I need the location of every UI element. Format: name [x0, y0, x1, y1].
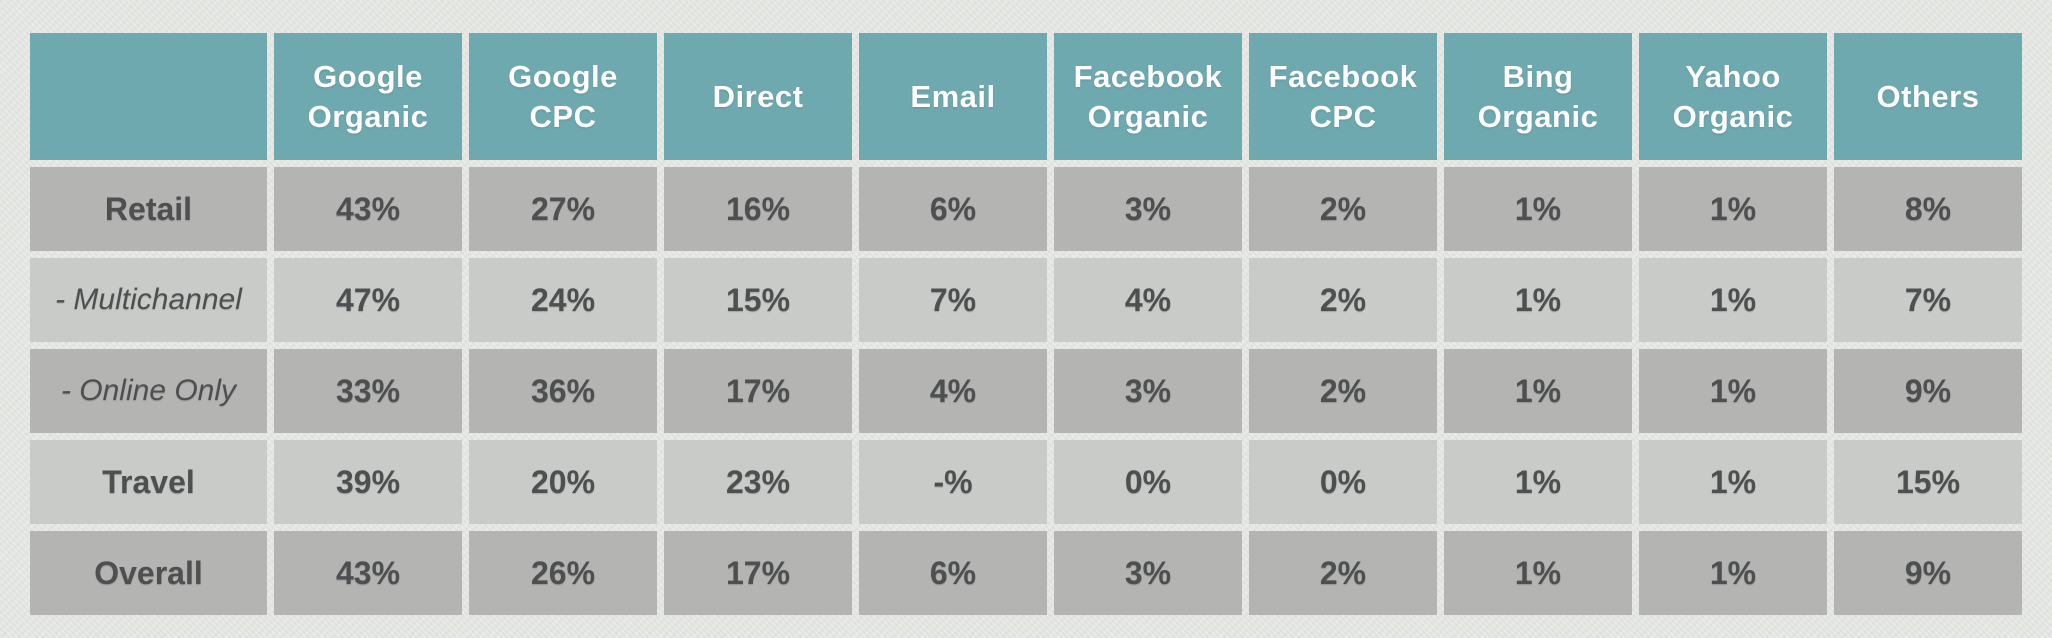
- table-cell: 1%: [1639, 531, 1827, 615]
- table-cell: 20%: [469, 440, 657, 524]
- table-cell: 6%: [859, 531, 1047, 615]
- table-cell: 26%: [469, 531, 657, 615]
- table-cell: 39%: [274, 440, 462, 524]
- table-cell: 47%: [274, 258, 462, 342]
- row-label-overall: Overall: [30, 531, 267, 615]
- table-cell: 16%: [664, 167, 852, 251]
- table-cell: 3%: [1054, 531, 1242, 615]
- table-cell: 1%: [1639, 167, 1827, 251]
- table-cell: 0%: [1054, 440, 1242, 524]
- table-cell: 1%: [1444, 258, 1632, 342]
- column-header-yahoo-organic: Yahoo Organic: [1639, 33, 1827, 160]
- table-cell: 3%: [1054, 349, 1242, 433]
- table-cell: 27%: [469, 167, 657, 251]
- column-header-bing-organic: Bing Organic: [1444, 33, 1632, 160]
- row-label-online-only: - Online Only: [30, 349, 267, 433]
- table-cell: 15%: [664, 258, 852, 342]
- table-cell: 7%: [859, 258, 1047, 342]
- table-cell: 33%: [274, 349, 462, 433]
- row-label-travel: Travel: [30, 440, 267, 524]
- table-cell: 1%: [1639, 258, 1827, 342]
- table-cell: 1%: [1639, 349, 1827, 433]
- table-cell: 1%: [1444, 531, 1632, 615]
- column-header-google-organic: Google Organic: [274, 33, 462, 160]
- table-row-retail: Retail 43% 27% 16% 6% 3% 2% 1% 1% 8%: [30, 167, 2022, 251]
- table-cell: 4%: [1054, 258, 1242, 342]
- table-cell: 9%: [1834, 349, 2022, 433]
- table-cell: 2%: [1249, 349, 1437, 433]
- table-cell: 1%: [1444, 440, 1632, 524]
- table-cell: 23%: [664, 440, 852, 524]
- table-cell: 2%: [1249, 531, 1437, 615]
- column-header-facebook-organic: Facebook Organic: [1054, 33, 1242, 160]
- traffic-sources-table: Google Organic Google CPC Direct Email F…: [23, 26, 2029, 622]
- table-cell: 7%: [1834, 258, 2022, 342]
- table-row-travel: Travel 39% 20% 23% -% 0% 0% 1% 1% 15%: [30, 440, 2022, 524]
- table-cell: 8%: [1834, 167, 2022, 251]
- table-cell: -%: [859, 440, 1047, 524]
- row-label-multichannel: - Multichannel: [30, 258, 267, 342]
- table-cell: 1%: [1444, 349, 1632, 433]
- row-label-retail: Retail: [30, 167, 267, 251]
- table-cell: 17%: [664, 349, 852, 433]
- table-cell: 24%: [469, 258, 657, 342]
- table-cell: 43%: [274, 531, 462, 615]
- column-header-others: Others: [1834, 33, 2022, 160]
- column-header-direct: Direct: [664, 33, 852, 160]
- table-row-online-only: - Online Only 33% 36% 17% 4% 3% 2% 1% 1%…: [30, 349, 2022, 433]
- table-cell: 4%: [859, 349, 1047, 433]
- table-cell: 6%: [859, 167, 1047, 251]
- table-header-row: Google Organic Google CPC Direct Email F…: [30, 33, 2022, 160]
- table-cell: 9%: [1834, 531, 2022, 615]
- table-cell: 43%: [274, 167, 462, 251]
- column-header-facebook-cpc: Facebook CPC: [1249, 33, 1437, 160]
- column-header-google-cpc: Google CPC: [469, 33, 657, 160]
- table-cell: 1%: [1444, 167, 1632, 251]
- table-cell: 2%: [1249, 258, 1437, 342]
- table-row-multichannel: - Multichannel 47% 24% 15% 7% 4% 2% 1% 1…: [30, 258, 2022, 342]
- table-cell: 3%: [1054, 167, 1242, 251]
- table-cell: 17%: [664, 531, 852, 615]
- table-cell: 1%: [1639, 440, 1827, 524]
- table-cell: 2%: [1249, 167, 1437, 251]
- table-cell: 15%: [1834, 440, 2022, 524]
- corner-header-cell: [30, 33, 267, 160]
- column-header-email: Email: [859, 33, 1047, 160]
- table-cell: 36%: [469, 349, 657, 433]
- table-row-overall: Overall 43% 26% 17% 6% 3% 2% 1% 1% 9%: [30, 531, 2022, 615]
- table-cell: 0%: [1249, 440, 1437, 524]
